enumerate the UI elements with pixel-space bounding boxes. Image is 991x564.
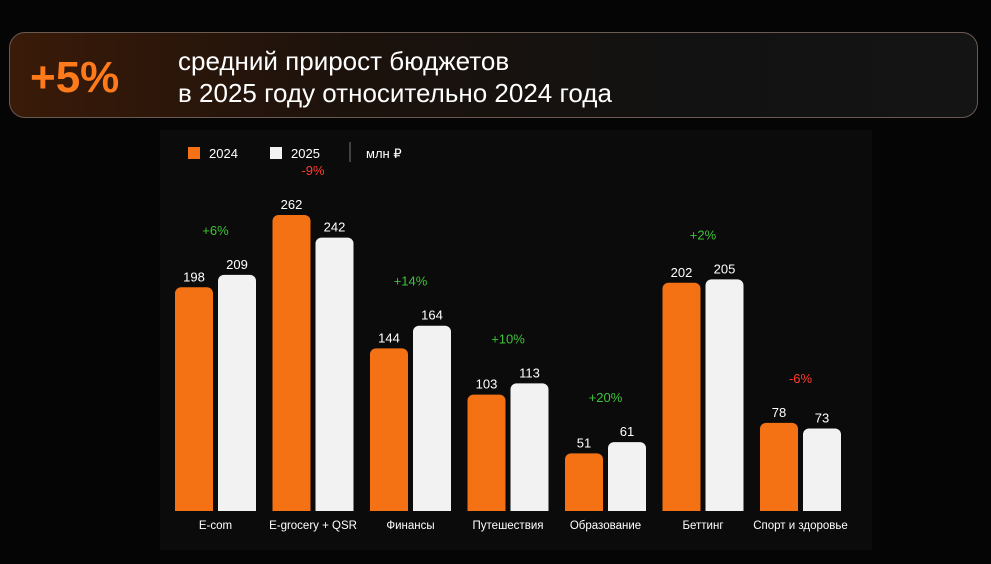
legend-swatch-2025	[270, 147, 282, 159]
change-label-cat-4: +20%	[589, 390, 623, 405]
value-label-2024-cat-2: 144	[378, 330, 400, 345]
headline-line-1: средний прирост бюджетов	[178, 46, 510, 76]
bar-2024-cat-0	[175, 287, 213, 517]
category-label-cat-2: Финансы	[386, 520, 434, 532]
change-label-cat-2: +14%	[394, 274, 428, 289]
category-label-cat-6: Спорт и здоровье	[753, 520, 848, 532]
bar-2025-cat-1	[315, 237, 354, 517]
category-label-cat-5: Беттинг	[682, 520, 723, 532]
legend-swatch-2024	[188, 147, 200, 159]
bar-base-cat-5	[661, 511, 745, 519]
value-label-2025-cat-2: 164	[421, 308, 443, 323]
change-label-cat-3: +10%	[491, 331, 525, 346]
bar-2025-cat-5	[705, 279, 744, 517]
bar-2025-cat-3	[510, 383, 549, 517]
value-label-2024-cat-0: 198	[183, 269, 205, 284]
headline-line-2: в 2025 году относительно 2024 года	[178, 78, 612, 108]
value-label-2024-cat-4: 51	[577, 435, 591, 450]
bar-base-cat-6	[759, 511, 842, 519]
value-label-2024-cat-5: 202	[671, 265, 693, 280]
banner-headline: средний прирост бюджетов в 2025 году отн…	[178, 45, 612, 109]
change-label-cat-0: +6%	[202, 223, 229, 238]
value-label-2024-cat-3: 103	[476, 377, 498, 392]
value-label-2024-cat-1: 262	[281, 197, 303, 212]
bar-base-cat-3	[466, 511, 550, 519]
value-label-2024-cat-6: 78	[772, 405, 786, 420]
bar-2024-cat-1	[272, 215, 311, 517]
bar-base-cat-0	[174, 511, 257, 519]
bar-2025-cat-4	[608, 442, 646, 517]
category-label-cat-3: Путешествия	[473, 520, 544, 532]
bar-2025-cat-0	[218, 274, 256, 517]
value-label-2025-cat-6: 73	[815, 411, 829, 426]
bar-2024-cat-2	[370, 348, 408, 517]
value-label-2025-cat-1: 242	[324, 220, 346, 235]
bar-base-cat-4	[564, 511, 647, 519]
chart-panel: 2024 2025 млн ₽ 198 209 +6% E-com 262 242 -9% E-gr…	[160, 130, 872, 550]
legend-label-2025: 2025	[291, 146, 320, 161]
value-label-2025-cat-4: 61	[620, 424, 634, 439]
summary-banner: +5% средний прирост бюджетов в 2025 году…	[9, 32, 978, 118]
legend-label-2024: 2024	[209, 146, 238, 161]
bar-2024-cat-4	[565, 453, 603, 517]
value-label-2025-cat-3: 113	[519, 365, 540, 380]
category-label-cat-0: E-com	[199, 520, 232, 532]
change-label-cat-1: -9%	[301, 163, 325, 178]
bar-2025-cat-6	[803, 428, 841, 517]
bar-2024-cat-3	[467, 394, 506, 517]
bar-base-cat-2	[369, 511, 452, 519]
bar-2024-cat-5	[662, 282, 701, 517]
category-label-cat-4: Образование	[570, 520, 641, 532]
growth-value: +5%	[30, 53, 120, 102]
bar-chart: 2024 2025 млн ₽ 198 209 +6% E-com 262 242 -9% E-gr…	[174, 142, 848, 532]
bar-base-cat-1	[271, 511, 355, 519]
change-label-cat-6: -6%	[789, 371, 813, 386]
unit-label: млн ₽	[366, 146, 402, 161]
change-label-cat-5: +2%	[690, 227, 717, 242]
bar-2024-cat-6	[760, 422, 798, 517]
value-label-2025-cat-5: 205	[714, 261, 736, 276]
bar-2025-cat-2	[413, 325, 451, 517]
category-label-cat-1: E-grocery + QSR	[269, 520, 357, 532]
value-label-2025-cat-0: 209	[226, 257, 248, 272]
